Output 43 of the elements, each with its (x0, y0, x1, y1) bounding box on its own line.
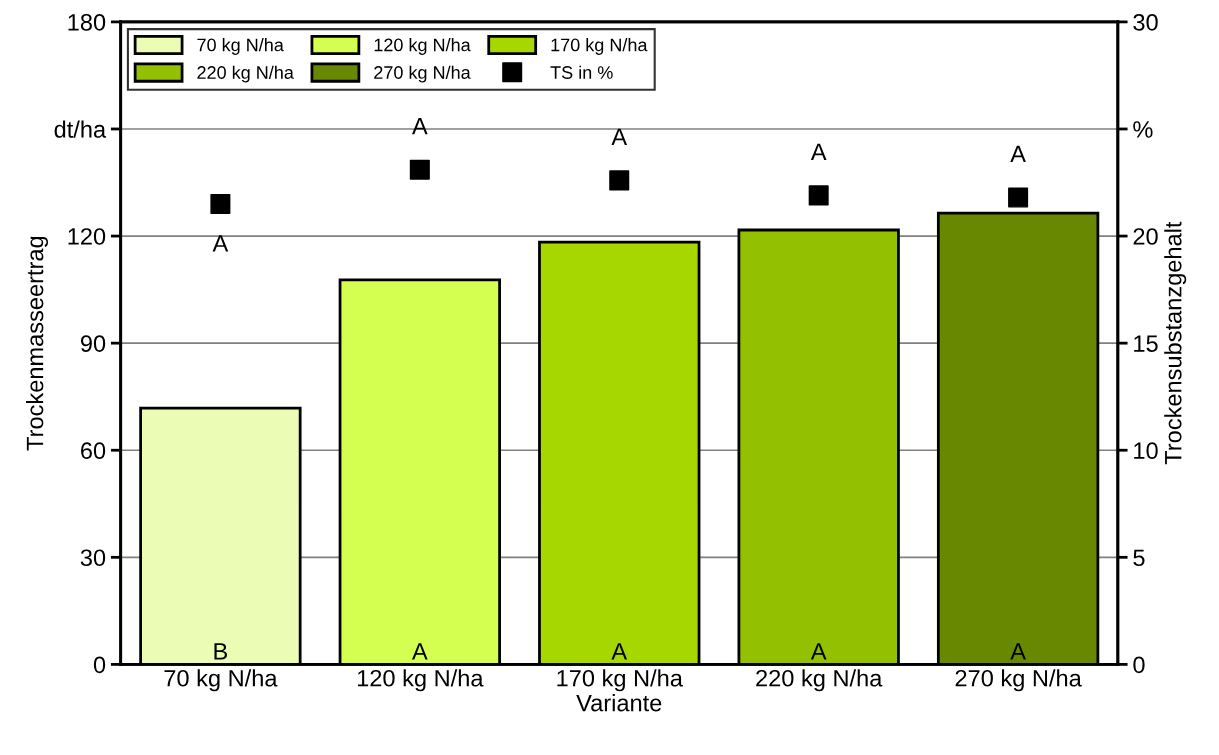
y-tick-label: 0 (93, 656, 106, 674)
x-tick-label: 70 kg N/ha (164, 669, 278, 692)
x-tick-label: 220 kg N/ha (756, 669, 883, 692)
y2-tick-label: 30 (1133, 13, 1158, 31)
legend-label: 170 kg N/ha (551, 38, 648, 55)
annotation: A (810, 643, 827, 660)
y2-tick-label: 15 (1134, 335, 1158, 352)
legend-label: 120 kg N/ha (374, 38, 471, 55)
annotation: A (611, 128, 628, 145)
y2-tick-label: % (1133, 121, 1153, 138)
annotation: A (810, 143, 827, 160)
y2-tick-label: 20 (1133, 228, 1158, 245)
point (808, 185, 829, 206)
point (210, 193, 231, 214)
annotation: A (1010, 145, 1026, 163)
point (609, 170, 630, 191)
y-tick-label: dt/ha (54, 120, 107, 138)
y-tick-label: 30 (80, 549, 106, 567)
y-tick-label: 180 (68, 13, 106, 31)
y2-tick-label: 0 (1133, 656, 1145, 674)
annotation: A (1010, 643, 1026, 660)
x-tick-label: 270 kg N/ha (955, 669, 1082, 692)
annotation: A (212, 235, 229, 252)
x-axis-title: Variante (576, 694, 662, 712)
y-tick-label: 120 (68, 228, 106, 245)
annotation: A (412, 117, 428, 135)
y-axis-title: Trockenmasseertrag (26, 236, 49, 451)
legend-label: 70 kg N/ha (197, 38, 284, 55)
x-tick-label: 120 kg N/ha (357, 669, 484, 692)
y-tick-label: 90 (80, 335, 106, 352)
point (409, 159, 430, 180)
legend-label: TS in % (550, 65, 613, 79)
x-tick-label: 170 kg N/ha (557, 669, 683, 692)
y-tick-label: 60 (81, 442, 106, 460)
annotation: A (611, 643, 628, 660)
point (1008, 187, 1029, 208)
legend-label: 270 kg N/ha (374, 65, 471, 83)
annotation: A (412, 643, 428, 660)
y2-axis-title: Trockensubstanzgehalt (1164, 221, 1187, 465)
legend-label: 220 kg N/ha (197, 65, 294, 83)
annotation: B (214, 643, 228, 660)
y2-tick-label: 10 (1134, 442, 1158, 460)
y2-tick-label: 5 (1133, 549, 1145, 567)
